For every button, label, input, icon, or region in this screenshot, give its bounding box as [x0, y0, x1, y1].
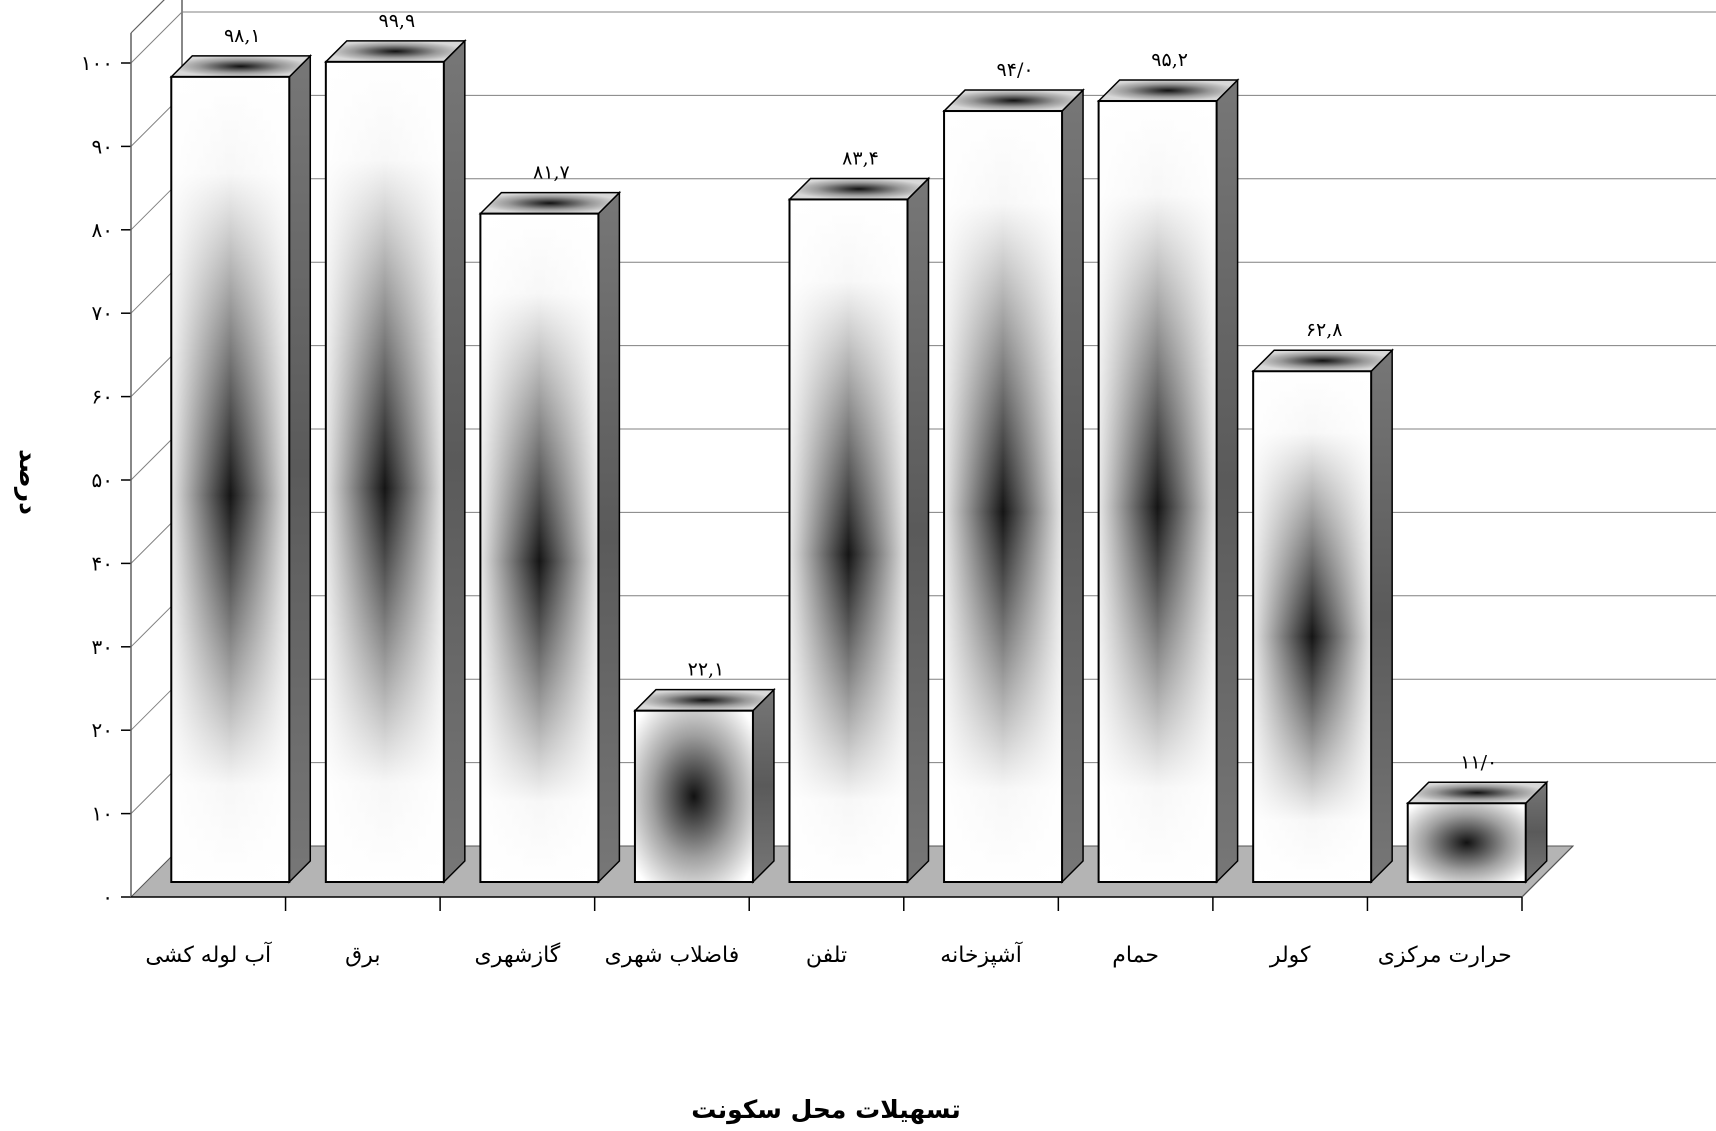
- bar-8: [1408, 803, 1526, 882]
- bar-sheen-5: [944, 111, 1062, 882]
- data-label: ۹۵,۲: [1151, 49, 1188, 71]
- y-tick-label: ۵۰: [92, 468, 113, 492]
- x-tick-label: تلفن: [806, 943, 847, 968]
- bar-side-5: [1062, 90, 1083, 882]
- gridline-side-10: [131, 12, 182, 63]
- x-tick-label: آب لوله کشی: [145, 941, 272, 968]
- data-label: ۱۱/۰: [1460, 751, 1497, 773]
- x-tick-label: فاضلاب شهری: [605, 943, 740, 968]
- y-tick-label: ۳۰: [92, 635, 113, 659]
- data-label: ۸۱,۷: [533, 162, 570, 184]
- bar-top-7: [1253, 350, 1392, 371]
- bar-side-6: [1217, 80, 1238, 882]
- y-tick-label: ۸۰: [92, 218, 113, 242]
- bar-sheen-2: [480, 214, 598, 882]
- bar-side-2: [598, 193, 619, 882]
- y-tick-label: ۶۰: [92, 385, 113, 409]
- data-label: ۹۸,۱: [224, 25, 261, 47]
- data-label: ۶۲,۸: [1306, 319, 1343, 341]
- bar-sheen-4: [790, 199, 908, 882]
- bar-top-3: [635, 690, 774, 711]
- x-tick-label: حمام: [1112, 943, 1159, 968]
- bar-top-0: [171, 56, 310, 77]
- x-tick-label: گازشهری: [475, 942, 561, 968]
- bar-top-8: [1408, 782, 1547, 803]
- bar-3: [635, 711, 753, 882]
- plot-area: [121, 0, 1716, 911]
- bar-sheen-0: [171, 77, 289, 882]
- bar-top-6: [1099, 80, 1238, 101]
- data-label: ۲۲,۱: [688, 659, 725, 681]
- y-tick-label: ۰: [102, 885, 113, 909]
- x-tick-label: برق: [345, 943, 380, 968]
- bar-sheen-1: [326, 62, 444, 882]
- y-tick-label: ۱۰۰: [81, 51, 113, 75]
- x-axis-title: تسهیلات محل سکونت: [691, 1095, 961, 1125]
- x-tick-label: حرارت مرکزی: [1378, 943, 1512, 968]
- bar-top-5: [944, 90, 1083, 111]
- data-label: ۹۹,۹: [379, 10, 416, 32]
- side-wall-top-edge: [131, 0, 182, 33]
- y-tick-label: ۴۰: [92, 551, 113, 575]
- bar-side-0: [289, 56, 310, 882]
- y-axis-title: درصد: [14, 449, 43, 515]
- y-tick-label: ۱۰: [92, 802, 113, 826]
- bar-top-4: [790, 178, 929, 199]
- data-label: ۹۴/۰: [997, 59, 1034, 81]
- bar-side-1: [444, 41, 465, 882]
- bar-side-7: [1371, 350, 1392, 882]
- y-tick-label: ۹۰: [92, 134, 113, 158]
- bar-top-1: [326, 41, 465, 62]
- y-tick-label: ۷۰: [92, 301, 113, 325]
- data-label: ۸۳,۴: [842, 147, 879, 169]
- bar-side-4: [908, 178, 929, 882]
- bar-top-2: [480, 193, 619, 214]
- x-tick-label: آشپزخانه: [940, 941, 1022, 968]
- bar-sheen-7: [1253, 371, 1371, 882]
- bar-sheen-6: [1099, 101, 1217, 882]
- bar-side-3: [753, 690, 774, 882]
- x-tick-label: کولر: [1269, 943, 1311, 968]
- y-tick-label: ۲۰: [92, 718, 113, 742]
